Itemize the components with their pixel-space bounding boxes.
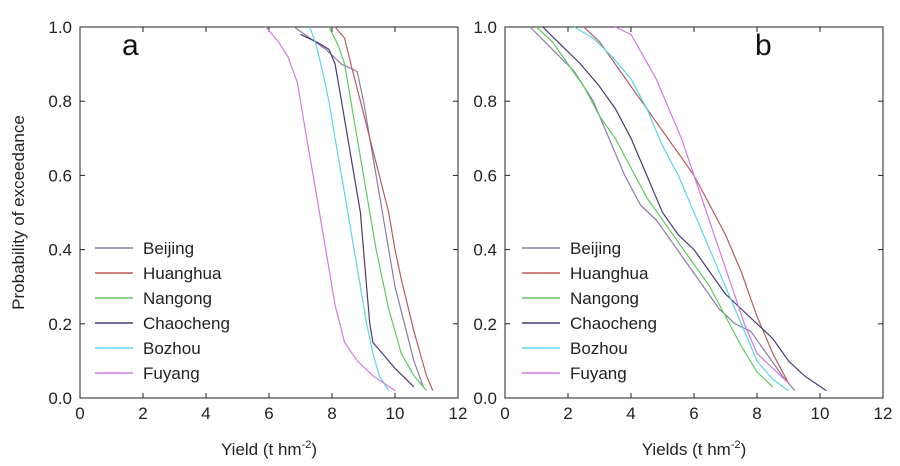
y-tick-label: 1.0	[48, 18, 72, 37]
x-tick-label: 4	[201, 404, 210, 423]
series-line-nangong	[536, 26, 774, 388]
y-tick-label: 0.2	[48, 315, 72, 334]
x-tick-label: 8	[752, 404, 761, 423]
legend-label-fuyang: Fuyang	[143, 364, 200, 383]
panel-label: b	[755, 29, 772, 62]
legend-label-bozhou: Bozhou	[143, 339, 201, 358]
x-tick-label: 8	[327, 404, 336, 423]
legend-label-beijing: Beijing	[143, 239, 194, 258]
x-tick-label: 2	[138, 404, 147, 423]
y-tick-label: 0.4	[473, 241, 497, 260]
series-line-beijing	[529, 26, 796, 391]
y-tick-label: 0.8	[48, 92, 72, 111]
legend-label-nangong: Nangong	[570, 289, 639, 308]
plot-frame	[79, 26, 459, 399]
x-tick-label: 6	[264, 404, 273, 423]
x-tick-label: 12	[874, 404, 893, 423]
legend-label-beijing: Beijing	[570, 239, 621, 258]
series-line-beijing	[293, 26, 424, 388]
series-line-bozhou	[309, 26, 390, 391]
y-tick-label: 0.2	[473, 315, 497, 334]
y-tick-label: 1.0	[473, 18, 497, 37]
x-tick-label: 4	[626, 404, 635, 423]
x-tick-label: 10	[811, 404, 830, 423]
x-tick-label: 0	[500, 404, 509, 423]
y-tick-label: 0.6	[48, 166, 72, 185]
series-line-nangong	[328, 26, 427, 391]
x-tick-label: 10	[386, 404, 405, 423]
y-tick-label: 0.6	[473, 166, 497, 185]
series-line-fuyang	[615, 26, 789, 384]
legend-label-huanghua: Huanghua	[143, 264, 222, 283]
legend-label-chaocheng: Chaocheng	[570, 314, 657, 333]
y-tick-label: 0.4	[48, 241, 72, 260]
legend-label-bozhou: Bozhou	[570, 339, 628, 358]
y-tick-label: 0.8	[473, 92, 497, 111]
series-line-chaocheng	[542, 26, 827, 392]
panel-a: 0 2 4 6 8 10 12 0.0 0.2 0.4 0.6 0.8 1.0 Yield (t hm-2…	[9, 18, 467, 459]
legend-label-nangong: Nangong	[143, 289, 212, 308]
series-line-huanghua	[583, 26, 790, 384]
series-line-chaocheng	[300, 33, 415, 388]
panel-b: 0 2 4 6 8 10 12 0.0 0.2 0.4 0.6 0.8 1.0 Yields (t hm-…	[473, 18, 892, 459]
y-axis-label: Probability of exceedance	[9, 115, 28, 310]
x-tick-label: 12	[449, 404, 468, 423]
y-tick-label: 0.0	[473, 389, 497, 408]
x-tick-label: 6	[689, 404, 698, 423]
x-tick-label: 2	[563, 404, 572, 423]
series-line-fuyang	[265, 26, 396, 392]
y-tick-label: 0.0	[48, 389, 72, 408]
legend-label-chaocheng: Chaocheng	[143, 314, 230, 333]
panel-label: a	[122, 29, 139, 62]
legend-label-fuyang: Fuyang	[570, 364, 627, 383]
series-line-bozhou	[573, 26, 789, 392]
series-line-huanghua	[334, 26, 434, 391]
legend-label-huanghua: Huanghua	[570, 264, 649, 283]
x-tick-label: 0	[75, 404, 84, 423]
x-axis-label: Yields (t hm-2)	[642, 439, 747, 459]
x-axis-label: Yield (t hm-2)	[221, 439, 317, 459]
